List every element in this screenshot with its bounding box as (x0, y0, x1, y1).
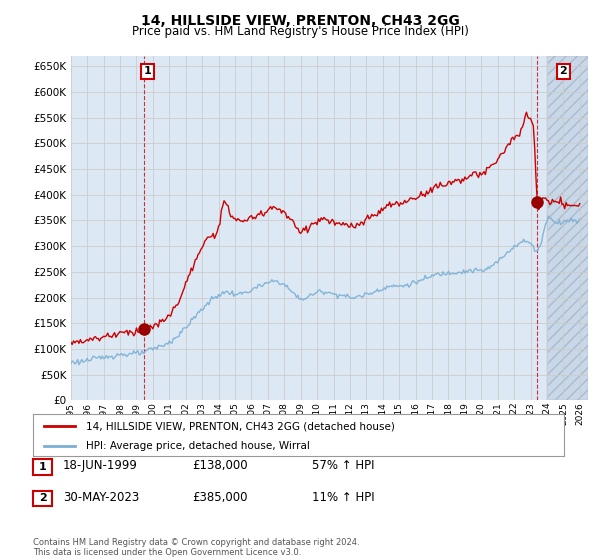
Text: 2: 2 (39, 493, 46, 503)
Text: Contains HM Land Registry data © Crown copyright and database right 2024.
This d: Contains HM Land Registry data © Crown c… (33, 538, 359, 557)
Text: 2: 2 (559, 67, 567, 77)
Text: 1: 1 (39, 462, 46, 472)
Text: 11% ↑ HPI: 11% ↑ HPI (312, 491, 374, 504)
Text: 18-JUN-1999: 18-JUN-1999 (63, 459, 138, 473)
Text: 14, HILLSIDE VIEW, PRENTON, CH43 2GG: 14, HILLSIDE VIEW, PRENTON, CH43 2GG (140, 14, 460, 28)
Text: HPI: Average price, detached house, Wirral: HPI: Average price, detached house, Wirr… (86, 441, 310, 451)
Text: 1: 1 (143, 67, 151, 77)
Text: 30-MAY-2023: 30-MAY-2023 (63, 491, 139, 504)
Text: £385,000: £385,000 (192, 491, 248, 504)
Text: 57% ↑ HPI: 57% ↑ HPI (312, 459, 374, 473)
Bar (547, 56, 588, 400)
Text: £138,000: £138,000 (192, 459, 248, 473)
Text: 14, HILLSIDE VIEW, PRENTON, CH43 2GG (detached house): 14, HILLSIDE VIEW, PRENTON, CH43 2GG (de… (86, 421, 395, 431)
Text: Price paid vs. HM Land Registry's House Price Index (HPI): Price paid vs. HM Land Registry's House … (131, 25, 469, 38)
